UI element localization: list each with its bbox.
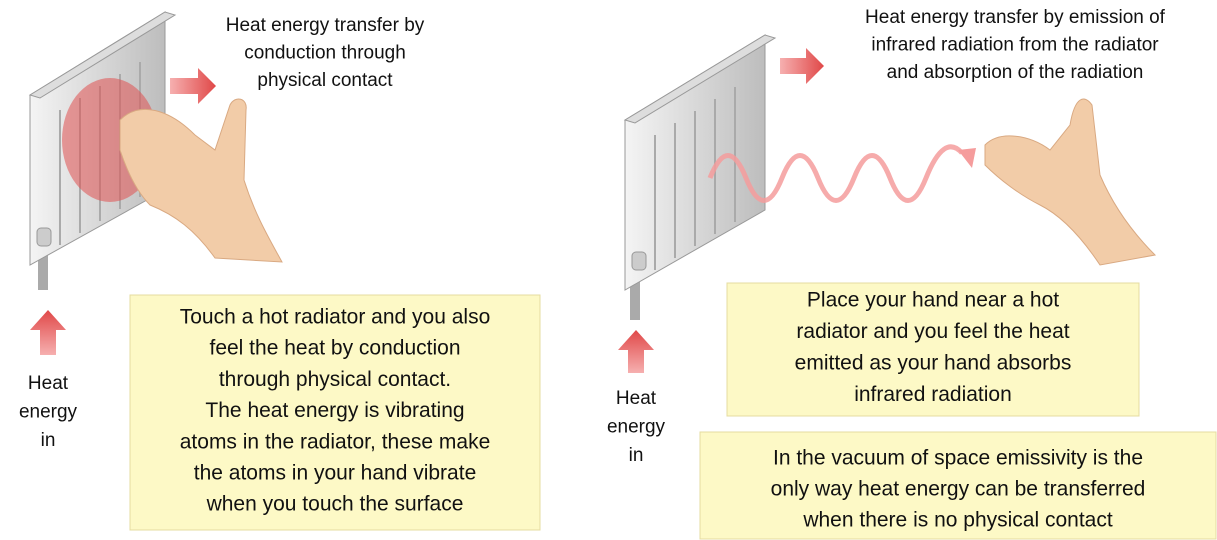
box-text: emitted as your hand absorbs (795, 352, 1072, 375)
box-text: Place your hand near a hot (807, 289, 1059, 312)
radiator-right (623, 34, 777, 320)
box-text: Touch a hot radiator and you also (180, 306, 491, 329)
wave-arrowhead (958, 148, 976, 168)
caption: conduction through (244, 43, 406, 64)
arrow-up-right (618, 330, 654, 373)
note-text: In the vacuum of space emissivity is the (773, 447, 1143, 470)
caption: Heat energy transfer by emission of (865, 7, 1166, 28)
hand-right (984, 98, 1157, 266)
box-text: The heat energy is vibrating (205, 399, 464, 422)
heat-in-label: energy (19, 402, 78, 423)
box-text: the atoms in your hand vibrate (194, 462, 477, 485)
caption: infrared radiation from the radiator (871, 35, 1159, 56)
arrow-right-left (170, 68, 216, 104)
caption: Heat energy transfer by (226, 15, 425, 36)
text-box (699, 431, 1217, 540)
box-text: when you touch the surface (206, 493, 464, 516)
box-text: radiator and you feel the heat (796, 320, 1069, 343)
heat-in-label: in (41, 430, 56, 451)
note-text: only way heat energy can be transferred (771, 478, 1146, 501)
heat-in-label: in (629, 445, 644, 466)
text-box (129, 294, 541, 531)
heat-in-label: energy (607, 417, 666, 438)
caption: physical contact (257, 70, 393, 91)
box-text: feel the heat by conduction (209, 337, 460, 360)
arrow-up-left (30, 310, 66, 355)
note-text: when there is no physical contact (802, 509, 1113, 532)
box-text: atoms in the radiator, these make (180, 430, 491, 453)
box-text: infrared radiation (854, 383, 1012, 406)
heat-in-label: Heat (28, 373, 69, 394)
heat-in-label: Heat (616, 388, 657, 409)
text-box (726, 282, 1140, 417)
arrow-right-right (780, 48, 824, 84)
box-text: through physical contact. (219, 368, 451, 391)
caption: and absorption of the radiation (887, 62, 1144, 83)
radiator-left (28, 11, 177, 290)
infrared-wave (707, 144, 964, 203)
hand-left (119, 98, 283, 263)
